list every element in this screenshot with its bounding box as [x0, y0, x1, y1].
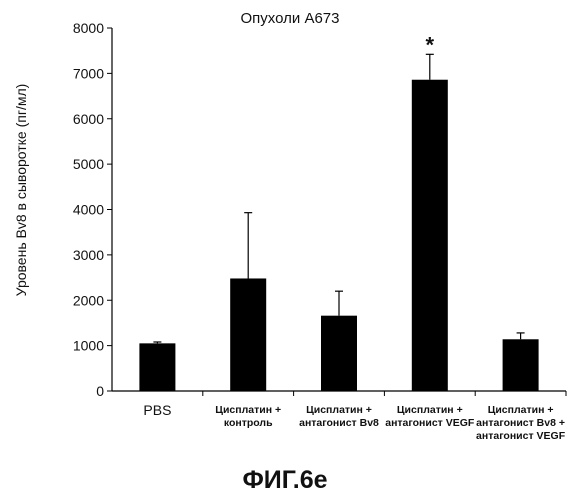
bar [139, 343, 175, 391]
category-label: антагонист VEGF [385, 417, 475, 429]
category-label: Цисплатин + [306, 404, 372, 416]
bar-chart: Опухоли A673 Уровень Bv8 в сыворотке (пг/… [0, 0, 570, 460]
category-label: Цисплатин + [215, 404, 281, 416]
y-tick-label: 3000 [73, 247, 104, 263]
y-tick-label: 2000 [73, 292, 104, 308]
y-tick-label: 4000 [73, 202, 104, 218]
category-label: Цисплатин + [397, 404, 463, 416]
y-tick-label: 5000 [73, 156, 104, 172]
y-tick-label: 6000 [73, 111, 104, 127]
bar [503, 339, 539, 391]
category-label: антагонист Bv8 [299, 417, 379, 429]
bar [321, 316, 357, 391]
y-tick-label: 8000 [73, 20, 104, 36]
bar [412, 80, 448, 391]
category-label: антагонист Bv8 + [476, 417, 565, 429]
category-label: PBS [143, 402, 171, 418]
category-label: Цисплатин + [488, 404, 554, 416]
significance-marker: * [426, 32, 435, 57]
figure-caption: ФИГ.6е [0, 466, 570, 495]
y-tick-label: 0 [96, 383, 104, 399]
y-axis-label: Уровень Bv8 в сыворотке (пг/мл) [13, 84, 29, 297]
chart-title: Опухоли A673 [241, 10, 340, 27]
category-label: антагонист VEGF [476, 430, 566, 442]
category-label: контроль [224, 417, 273, 429]
y-tick-label: 1000 [73, 338, 104, 354]
y-tick-label: 7000 [73, 65, 104, 81]
bar [230, 278, 266, 391]
